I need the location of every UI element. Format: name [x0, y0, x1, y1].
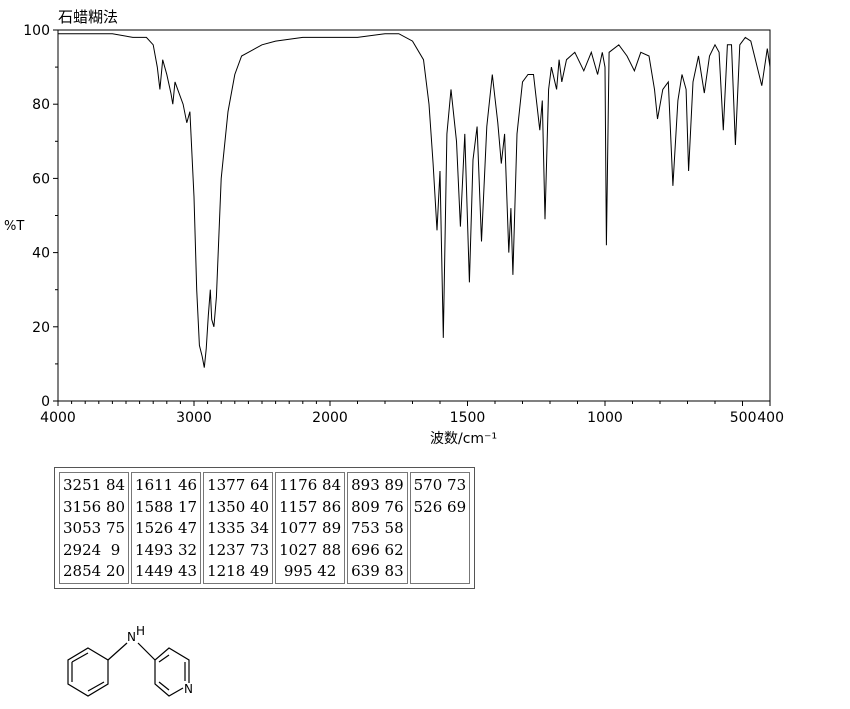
peak-entry: 1335 34: [207, 519, 270, 537]
peak-entry: 809 76: [351, 497, 404, 516]
peak-entry: 1588 17: [135, 497, 198, 516]
y-tick-label: 0: [41, 394, 50, 410]
peak-entry: 893 89: [351, 476, 404, 494]
x-axis: 4000 3000 2000 1500 1000 500 400: [40, 401, 784, 426]
bond-nh-pyridyl: [137, 642, 156, 661]
peak-table: 3251 84 3156 80 3053 75 2924 9 2854 20 1611 4…: [54, 467, 476, 589]
ir-spectrum-chart: 石蜡糊法 %T 波数/cm⁻¹ 0 20 40 60 80 100 4000 3000 200…: [4, 8, 784, 447]
peak-entry: 570 73: [413, 476, 467, 494]
x-tick-label: 3000: [176, 410, 212, 426]
peak-entry: 639 83: [351, 562, 404, 580]
pyridine-ring: [154, 647, 190, 697]
pyridine-n-label: N: [184, 682, 193, 696]
y-tick-label: 20: [32, 320, 50, 336]
peak-entry: 1350 40: [207, 497, 270, 516]
x-tick-label: 1500: [450, 410, 486, 426]
peak-entry: 3156 80: [63, 497, 126, 516]
amine-h-label: H: [136, 624, 145, 638]
y-tick-label: 60: [32, 171, 50, 187]
chart-title: 石蜡糊法: [58, 8, 118, 26]
amine-n-label: N: [127, 630, 136, 644]
peak-entry: 1218 49: [207, 562, 270, 580]
peak-column: 893 89 809 76 753 58 696 62 639 83: [347, 472, 408, 584]
peak-entry: 1493 32: [135, 540, 198, 559]
y-tick-label: 80: [32, 97, 50, 113]
peak-entry: 3053 75: [63, 519, 126, 537]
peak-column: 570 73 526 69: [409, 472, 471, 584]
peak-entry: 1526 47: [135, 519, 198, 537]
plot-frame: [57, 29, 771, 402]
peak-column: 1611 46 1588 17 1526 47 1493 32 1449 43: [131, 472, 202, 584]
peak-empty-slot: [414, 540, 467, 562]
peak-entry: 753 58: [351, 519, 404, 537]
x-axis-label: 波数/cm⁻¹: [430, 431, 497, 447]
peak-entry: 1237 73: [207, 540, 270, 559]
peak-entry: 1611 46: [135, 476, 198, 494]
bond-phenyl-nh: [107, 642, 128, 661]
peak-entry: 995 42: [279, 562, 337, 580]
peak-column: 1377 64 1350 40 1335 34 1237 73 1218 49: [203, 472, 274, 584]
peak-entry: 2924 9: [63, 540, 121, 559]
benzene-ring: [67, 647, 109, 697]
peak-entry: 1377 64: [207, 476, 270, 494]
y-tick-label: 40: [32, 246, 50, 262]
peak-column: 1176 84 1157 86 1077 89 1027 88 995 42: [275, 472, 346, 584]
peak-entry: 1157 86: [279, 497, 342, 516]
peak-entry: 526 69: [413, 497, 467, 516]
spectrum-line: [58, 33, 771, 368]
y-axis: 0 20 40 60 80 100: [23, 23, 58, 410]
peak-column: 3251 84 3156 80 3053 75 2924 9 2854 20: [59, 472, 130, 584]
x-tick-label: 4000: [40, 410, 76, 426]
x-tick-label: 2000: [312, 410, 348, 426]
y-tick-label: 100: [23, 23, 50, 39]
peak-entry: 1176 84: [279, 476, 342, 494]
chemical-structure: N H N: [67, 624, 193, 697]
peak-entry: 1077 89: [279, 519, 342, 537]
peak-entry: 696 62: [351, 540, 404, 559]
x-tick-label: 500: [730, 410, 757, 426]
x-tick-label: 400: [757, 410, 784, 426]
peak-entry: 2854 20: [63, 562, 126, 580]
peak-entry: 1027 88: [279, 540, 342, 559]
y-axis-label: %T: [4, 219, 24, 234]
peak-entry: 3251 84: [63, 476, 126, 494]
x-tick-label: 1000: [587, 410, 623, 426]
peak-empty-slot: [414, 561, 467, 583]
peak-empty-slot: [414, 518, 467, 540]
peak-entry: 1449 43: [135, 562, 198, 580]
